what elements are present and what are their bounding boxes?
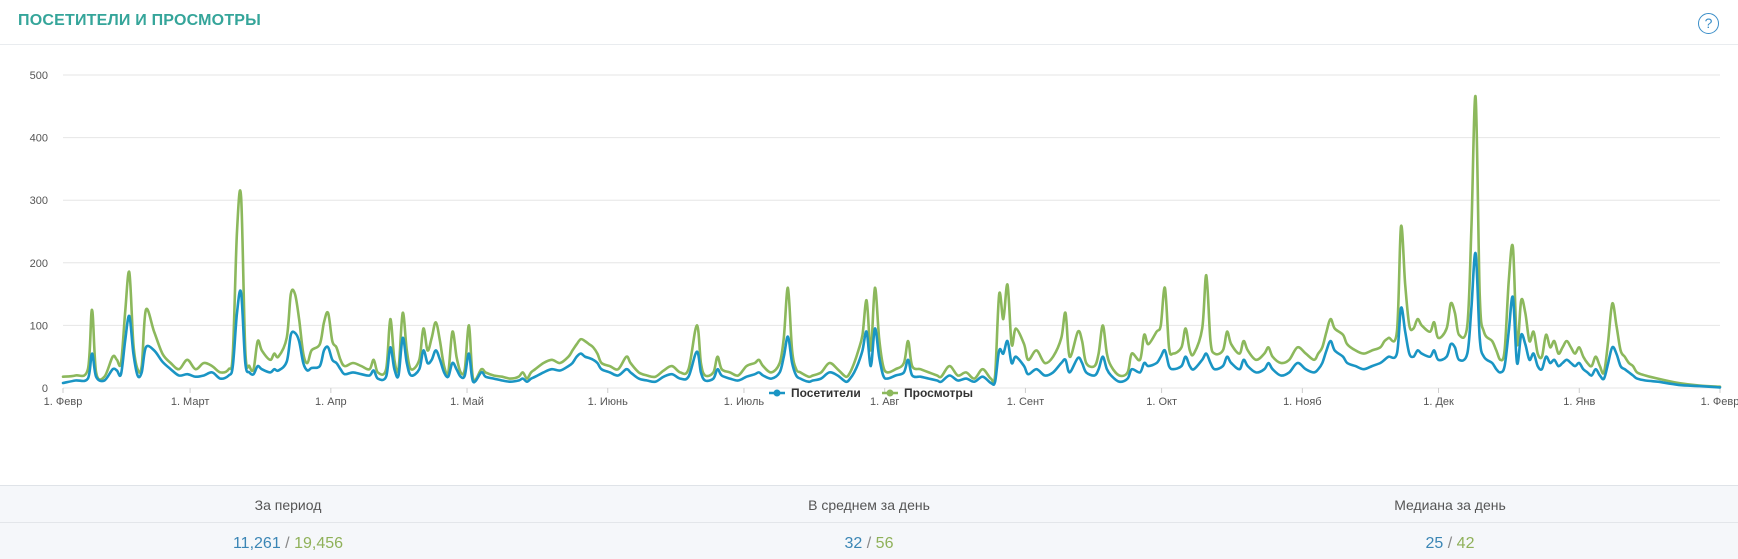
visitors-views-chart: 0 100 200 300 400 500 1. Февр 1. Март 1. Апр 1. М… — [30, 70, 1738, 408]
y-tick-label: 300 — [30, 195, 48, 207]
stat-views-value: 42 — [1456, 535, 1475, 552]
stat-separator: / — [1447, 535, 1453, 552]
stat-label-median: Медиана за день — [1394, 497, 1506, 513]
x-tick-label: 1. Дек — [1423, 396, 1454, 408]
stats-bar: За период 11,261 / 19,456 В среднем за д… — [0, 485, 1738, 559]
stat-value-median: 25 / 42 — [1250, 535, 1650, 553]
y-tick-label: 100 — [30, 320, 48, 332]
x-tick-label: 1. Окт — [1146, 396, 1177, 408]
panel-header: ПОСЕТИТЕЛИ И ПРОСМОТРЫ ? — [0, 0, 1738, 45]
x-tick-label: 1. Апр — [315, 396, 347, 408]
panel-title: ПОСЕТИТЕЛИ И ПРОСМОТРЫ — [18, 12, 262, 29]
stat-divider — [1110, 522, 1738, 523]
x-tick-label: 1. Март — [171, 396, 210, 408]
stat-separator: / — [285, 535, 290, 552]
x-tick-label: 1. Июнь — [588, 396, 628, 408]
x-tick-label: 1. Сент — [1007, 396, 1044, 408]
y-tick-label: 500 — [30, 70, 48, 82]
stat-views-value: 56 — [875, 535, 894, 552]
series-line-views — [61, 94, 1722, 388]
stat-label-average: В среднем за день — [808, 497, 930, 513]
x-tick-label: 1. Май — [450, 396, 484, 408]
y-tick-label: 200 — [30, 258, 48, 270]
stat-separator: / — [866, 535, 872, 552]
x-tick-label: 1. Февр — [1701, 396, 1738, 408]
stat-divider — [529, 522, 1209, 523]
stat-label-period: За период — [254, 497, 322, 513]
x-tick-label: 1. Янв — [1563, 396, 1595, 408]
stat-value-average: 32 / 56 — [669, 535, 1069, 553]
x-tick-label: 1. Февр — [44, 396, 83, 408]
stat-divider — [0, 522, 628, 523]
x-tick-label: 1. Нояб — [1283, 396, 1322, 408]
legend-visitors-label: Посетители — [791, 386, 861, 400]
x-tick-label: 1. Июль — [724, 396, 765, 408]
stat-visitors-value: 32 — [844, 535, 863, 552]
series-line-visitors — [61, 252, 1722, 389]
y-tick-label: 400 — [30, 133, 48, 145]
stat-views-value: 19,456 — [294, 535, 344, 552]
y-tick-label: 0 — [42, 383, 48, 395]
stat-value-period: 11,261 / 19,456 — [88, 535, 488, 553]
stat-visitors-value: 25 — [1425, 535, 1444, 552]
help-icon[interactable]: ? — [1698, 13, 1719, 34]
x-tick-label: 1. Авг — [870, 396, 899, 408]
legend-views-swatch-dot — [886, 389, 894, 397]
stat-visitors-value: 11,261 — [232, 535, 281, 552]
legend-views-label: Просмотры — [904, 386, 973, 400]
legend-visitors-swatch-dot — [773, 389, 781, 397]
